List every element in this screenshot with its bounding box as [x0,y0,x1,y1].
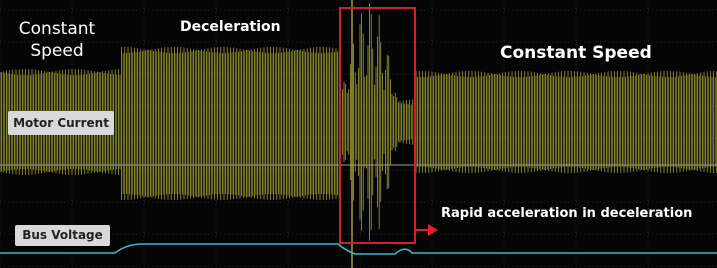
oscilloscope-screen: Constant Speed Deceleration Constant Spe… [0,0,717,268]
rapid-acceleration-label: Rapid acceleration in deceleration [441,206,692,221]
arrow [416,224,438,236]
right-speed-label: Constant Speed [500,43,652,63]
deceleration-label: Deceleration [180,19,281,35]
left-speed-label: Constant Speed [12,18,102,62]
bus-voltage-label: Bus Voltage [15,225,110,246]
motor-current-label: Motor Current [8,111,114,135]
